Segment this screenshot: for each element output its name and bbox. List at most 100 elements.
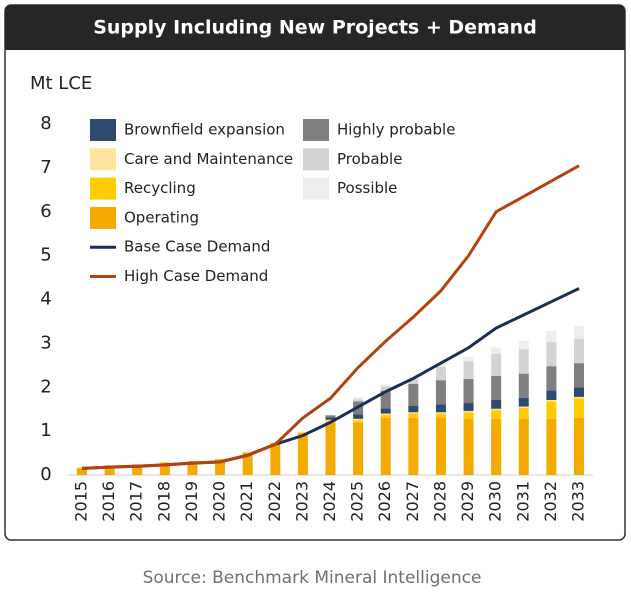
bar-segment bbox=[518, 407, 529, 419]
x-tick-label: 2028 bbox=[430, 481, 449, 522]
y-tick-label: 6 bbox=[40, 201, 51, 222]
bar-segment bbox=[380, 384, 391, 387]
bar-segment bbox=[491, 347, 502, 354]
legend-swatch bbox=[90, 206, 116, 229]
bar-segment bbox=[408, 405, 419, 413]
bar-segment bbox=[574, 398, 584, 418]
bar-segment bbox=[353, 422, 364, 475]
bar-segment bbox=[159, 462, 170, 464]
bar-segment bbox=[325, 417, 336, 420]
bar-segment bbox=[518, 340, 529, 350]
y-axis-label: Mt LCE bbox=[30, 73, 92, 94]
bar-segment bbox=[242, 452, 253, 454]
bar-segment bbox=[187, 460, 198, 462]
y-tick-label: 7 bbox=[40, 157, 51, 178]
bar-segment bbox=[546, 366, 557, 391]
bar-segment bbox=[546, 418, 557, 475]
y-tick-label: 1 bbox=[40, 420, 51, 441]
bar-segment bbox=[463, 356, 474, 362]
bar-segment bbox=[408, 383, 419, 406]
bar-segment bbox=[463, 378, 474, 404]
x-tick-label: 2026 bbox=[375, 481, 394, 522]
legend-swatch bbox=[90, 119, 116, 141]
bar-segment bbox=[435, 380, 446, 405]
bar-segment bbox=[353, 396, 364, 400]
x-tick-label: 2020 bbox=[210, 481, 229, 522]
bar-segment bbox=[546, 399, 557, 402]
y-tick-label: 4 bbox=[40, 289, 51, 310]
bar-segment bbox=[491, 408, 502, 411]
bar-segment bbox=[325, 422, 336, 475]
bar-segment bbox=[380, 390, 391, 409]
y-tick-label: 8 bbox=[40, 113, 51, 134]
legend-swatch bbox=[90, 177, 116, 200]
bar-segment bbox=[215, 458, 226, 460]
y-tick-label: 3 bbox=[40, 332, 51, 353]
x-tick-label: 2033 bbox=[569, 481, 588, 522]
bar-segment bbox=[491, 375, 502, 400]
bar-segment bbox=[463, 403, 474, 411]
bar-segment bbox=[518, 406, 529, 408]
y-tick-label: 0 bbox=[40, 464, 51, 485]
bar-segment bbox=[380, 414, 391, 418]
x-tick-label: 2017 bbox=[127, 481, 146, 522]
legend-swatch bbox=[303, 119, 329, 141]
x-tick-label: 2031 bbox=[513, 481, 532, 522]
bar-segment bbox=[408, 413, 419, 418]
bar-segment bbox=[574, 417, 584, 475]
bar-segment bbox=[546, 331, 557, 343]
bar-segment bbox=[546, 342, 557, 367]
bar-segment bbox=[435, 417, 446, 475]
title-bar bbox=[5, 5, 625, 50]
bar-segment bbox=[297, 433, 308, 475]
legend-label: Brownfield expansion bbox=[124, 121, 285, 139]
legend-swatch bbox=[90, 148, 116, 171]
legend-swatch bbox=[303, 148, 329, 171]
x-tick-label: 2030 bbox=[486, 481, 505, 522]
chart-title: Supply Including New Projects + Demand bbox=[93, 17, 537, 39]
bar-segment bbox=[463, 418, 474, 475]
bar-segment bbox=[435, 404, 446, 413]
bar-segment bbox=[491, 399, 502, 409]
bar-segment bbox=[104, 466, 115, 475]
legend-label: Probable bbox=[337, 150, 402, 168]
bar-segment bbox=[159, 463, 170, 475]
legend-swatch bbox=[303, 177, 329, 200]
bar-segment bbox=[491, 353, 502, 376]
bar-segment bbox=[325, 415, 336, 418]
bar-segment bbox=[353, 418, 364, 421]
bar-segment bbox=[491, 418, 502, 475]
bar-segment bbox=[463, 412, 474, 419]
x-tick-label: 2022 bbox=[265, 481, 284, 522]
x-tick-label: 2032 bbox=[541, 481, 560, 522]
bar-segment bbox=[574, 325, 584, 339]
demand-line bbox=[81, 164, 580, 470]
bar-segment bbox=[574, 338, 584, 364]
bar-segment bbox=[215, 459, 226, 475]
x-tick-label: 2029 bbox=[458, 481, 477, 522]
bar-segment bbox=[132, 465, 143, 475]
legend-label: Highly probable bbox=[337, 121, 455, 139]
x-tick-label: 2016 bbox=[99, 481, 118, 522]
frame bbox=[4, 4, 626, 541]
bar-segment bbox=[270, 443, 281, 475]
legend-label: Care and Maintenance bbox=[124, 150, 293, 168]
bar-segment bbox=[518, 373, 529, 398]
x-tick-label: 2027 bbox=[403, 481, 422, 522]
bar-segment bbox=[463, 410, 474, 413]
bar-segment bbox=[380, 417, 391, 475]
bar-segment bbox=[353, 399, 364, 402]
legend-label: Recycling bbox=[124, 179, 196, 197]
bar-segment bbox=[353, 414, 364, 419]
bar-segment bbox=[435, 413, 446, 418]
bar-segment bbox=[435, 362, 446, 368]
bar-segment bbox=[380, 408, 391, 414]
x-tick-label: 2021 bbox=[237, 481, 256, 522]
x-tick-label: 2025 bbox=[348, 481, 367, 522]
y-tick-label: 2 bbox=[40, 376, 51, 397]
bar-segment bbox=[297, 431, 308, 433]
bar-segment bbox=[574, 363, 584, 388]
y-tick-label: 5 bbox=[40, 245, 51, 266]
